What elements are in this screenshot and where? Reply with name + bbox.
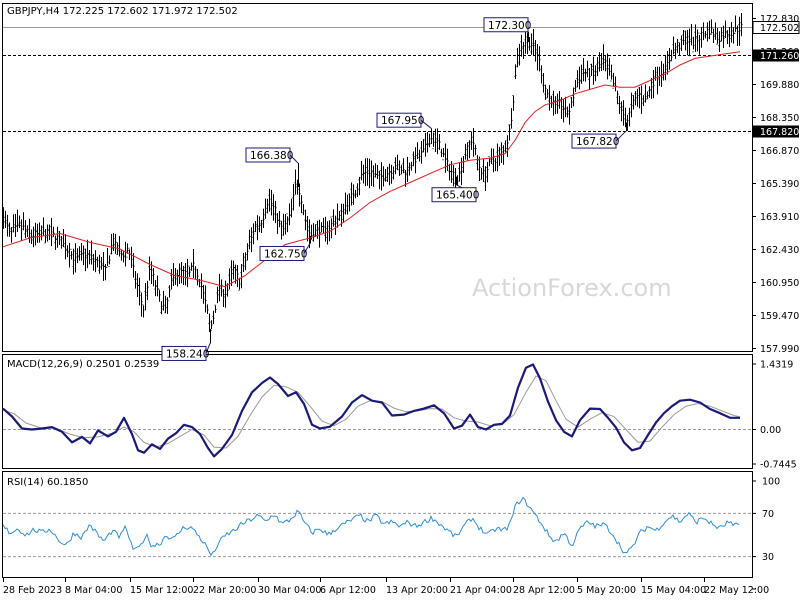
rsi-layer	[2, 496, 752, 558]
macd-axis: 1.4319 0.00 -0.7445	[752, 360, 797, 471]
moving-average-layer	[2, 51, 741, 288]
price-tick-label: 172.830	[760, 14, 799, 25]
date-tick-label: 15 Mar 12:00	[130, 585, 193, 596]
date-axis: 28 Feb 2023 8 Mar 04:00 15 Mar 12:00 22 Mar…	[3, 578, 769, 596]
price-tick-label: 159.470	[760, 311, 799, 322]
price-tick-label: 157.990	[760, 344, 799, 355]
price-callouts: 172.300 166.380 167.950 162.750 165.400 167.8…	[161, 17, 627, 361]
callout-leader	[615, 130, 627, 142]
price-levels	[3, 27, 752, 132]
callout-box	[161, 345, 207, 361]
callout-leader	[205, 343, 211, 354]
rsi-line	[2, 496, 740, 557]
macd-header: MACD(12,26,9) 0.2501 0.2539	[7, 359, 159, 370]
macd-line	[2, 363, 740, 458]
callout-leader	[289, 154, 299, 164]
moving-average-line	[2, 51, 741, 288]
macd-panel-frame	[2, 354, 753, 469]
date-tick-label: 5 May 20:00	[577, 585, 636, 596]
callout-box	[431, 187, 477, 203]
rsi-panel-frame	[2, 471, 753, 578]
callout-label: 167.950	[381, 115, 424, 127]
date-tick-label: 6 Apr 12:00	[320, 585, 376, 596]
callout-leader	[303, 243, 311, 254]
price-tick-label: 169.880	[760, 80, 799, 91]
date-tick-label: 22 Mar 20:00	[193, 585, 256, 596]
macd-layer	[2, 363, 752, 458]
level-price-tag	[753, 125, 799, 138]
price-tick-label: 162.430	[760, 245, 799, 256]
callout-label: 165.400	[436, 190, 479, 202]
rsi-tick-label: 100	[762, 477, 780, 488]
macd-tick-label: 1.4319	[760, 360, 793, 371]
rsi-tick-label: 30	[762, 552, 774, 563]
macd-tick-label: -0.7445	[760, 460, 797, 471]
callout-leader	[420, 119, 432, 129]
callout-box	[571, 133, 617, 149]
watermark-text: ActionForex.com	[472, 274, 672, 302]
symbol-header: GBPJPY,H4 172.225 172.602 171.972 172.50…	[7, 6, 238, 17]
callout-box	[259, 245, 305, 261]
level-price-tag-label: 171.260	[760, 51, 799, 62]
date-tick-label: 21 Apr 04:00	[450, 585, 512, 596]
price-tick-label: 168.350	[760, 113, 799, 124]
price-tick-label: 165.390	[760, 179, 799, 190]
price-tags: 171.260 167.820 172.502	[752, 21, 800, 138]
last-price-tag-label: 172.502	[760, 23, 799, 34]
rsi-axis: 100 70 30	[752, 477, 780, 590]
callout-label: 166.380	[250, 150, 293, 162]
callout-box	[245, 147, 291, 163]
price-tick-label: 166.870	[760, 146, 799, 157]
level-price-tag-label: 167.820	[760, 127, 799, 138]
callout-label: 162.750	[264, 248, 307, 260]
date-tick-label: 8 Mar 04:00	[65, 585, 122, 596]
callout-box	[376, 112, 422, 128]
price-axis: 172.830 171.260 169.880 168.350 166.870 165.3…	[752, 14, 799, 355]
date-tick-label: 28 Feb 2023	[3, 585, 62, 596]
price-bar-series	[2, 13, 743, 344]
macd-tick-label: 0.00	[760, 425, 781, 436]
price-tick-label: 163.910	[760, 212, 799, 223]
callout-box	[483, 17, 529, 33]
date-tick-label: 13 Apr 20:00	[386, 585, 448, 596]
last-price-tag	[752, 21, 800, 34]
date-tick-label: 22 May 12:00	[704, 585, 769, 596]
callout-label: 167.820	[576, 136, 619, 148]
callout-label: 158.240	[166, 348, 209, 360]
date-tick-label: 30 Mar 04:00	[258, 585, 321, 596]
price-tick-label: 160.950	[760, 278, 799, 289]
date-tick-label: 28 Apr 12:00	[513, 585, 575, 596]
date-tick-label: 15 May 04:00	[641, 585, 706, 596]
level-price-tag	[753, 49, 799, 62]
rsi-tick-label: 70	[762, 509, 774, 520]
rsi-header: RSI(14) 60.1850	[7, 477, 88, 488]
callout-label: 172.300	[488, 20, 531, 32]
